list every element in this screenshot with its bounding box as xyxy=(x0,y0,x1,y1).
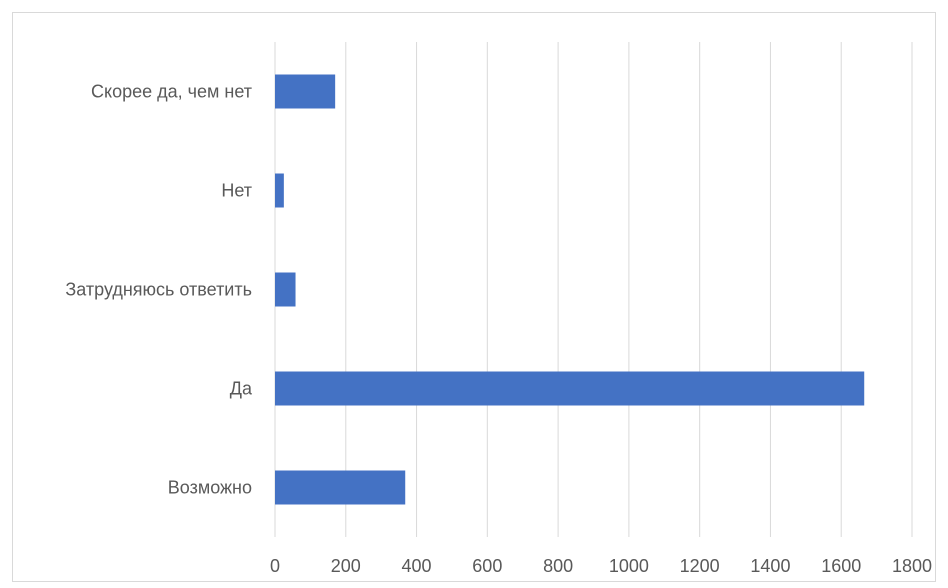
x-tick-label: 800 xyxy=(543,556,573,576)
x-tick-label: 0 xyxy=(270,556,280,576)
x-tick-label: 600 xyxy=(472,556,502,576)
bar xyxy=(275,272,296,307)
category-label: Скорее да, чем нет xyxy=(91,82,252,102)
x-tick-label: 1800 xyxy=(892,556,932,576)
category-label: Да xyxy=(230,379,253,399)
category-label: Нет xyxy=(221,181,252,201)
x-tick-label: 1600 xyxy=(821,556,861,576)
category-label: Возможно xyxy=(168,478,252,498)
bar xyxy=(275,470,406,505)
category-label: Затрудняюсь ответить xyxy=(65,280,252,300)
bar xyxy=(275,74,336,109)
x-tick-label: 1200 xyxy=(680,556,720,576)
bar xyxy=(275,371,865,406)
bar xyxy=(275,173,284,208)
x-tick-label: 1000 xyxy=(609,556,649,576)
x-tick-label: 1400 xyxy=(750,556,790,576)
x-tick-label: 200 xyxy=(331,556,361,576)
chart-frame xyxy=(12,12,936,582)
x-tick-label: 400 xyxy=(402,556,432,576)
